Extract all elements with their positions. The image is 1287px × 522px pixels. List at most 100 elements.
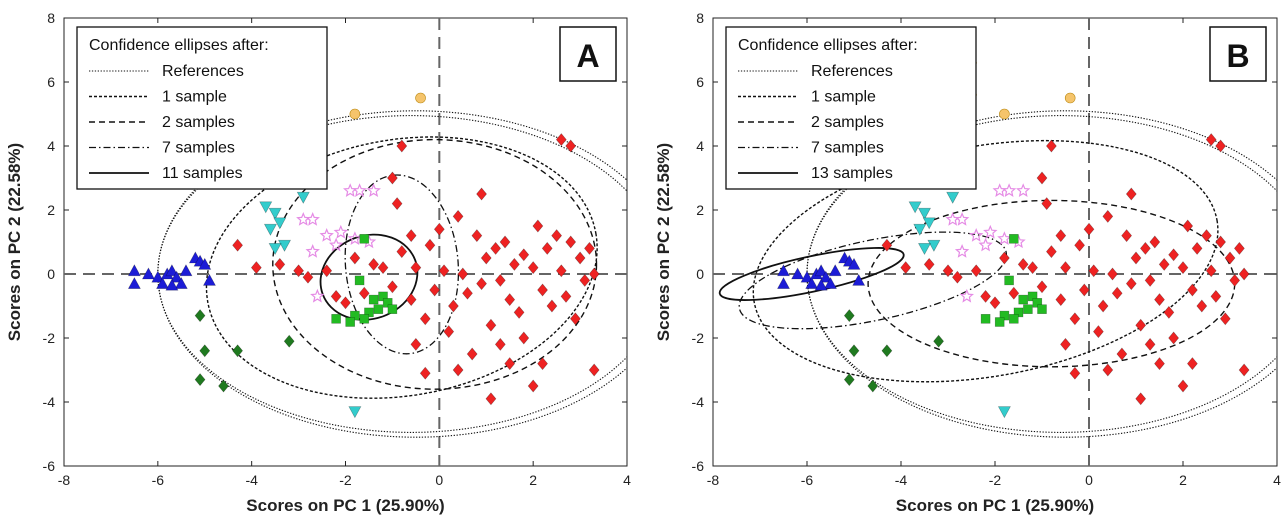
marker-circle	[415, 92, 426, 104]
marker-triangle-up	[852, 273, 866, 286]
marker-diamond	[565, 235, 577, 249]
marker-diamond	[1140, 241, 1151, 255]
marker-diamond	[560, 289, 572, 303]
marker-square	[364, 307, 374, 318]
legend-box	[725, 26, 977, 190]
marker-star	[366, 183, 381, 197]
marker-square	[1008, 313, 1019, 324]
marker-diamond	[232, 238, 243, 252]
marker-triangle-down	[268, 207, 282, 220]
marker-diamond	[999, 251, 1010, 265]
marker-diamond	[410, 261, 422, 275]
marker-triangle-down	[997, 406, 1011, 419]
marker-diamond	[518, 248, 530, 262]
marker-triangle-down	[296, 191, 310, 204]
marker-star	[1001, 183, 1017, 197]
marker-diamond	[330, 289, 342, 303]
marker-diamond	[405, 229, 417, 243]
legend-label: 2 samples	[162, 114, 235, 131]
marker-diamond	[1121, 229, 1132, 243]
legend-label: 2 samples	[811, 114, 884, 131]
marker-diamond	[485, 318, 497, 332]
marker-diamond	[194, 373, 206, 387]
marker-diamond	[499, 235, 511, 249]
marker-diamond	[250, 261, 262, 275]
marker-triangle-up	[800, 270, 814, 283]
marker-square	[1032, 297, 1043, 308]
marker-diamond	[438, 264, 450, 278]
plot-area	[64, 18, 627, 466]
marker-diamond	[293, 264, 304, 278]
marker-triangle-up	[198, 257, 212, 270]
marker-diamond	[843, 373, 855, 387]
marker-square	[378, 291, 388, 302]
marker-diamond	[1036, 171, 1048, 185]
marker-diamond	[1116, 347, 1128, 361]
marker-diamond	[452, 363, 464, 377]
marker-circle	[349, 108, 361, 120]
marker-star	[954, 212, 970, 226]
marker-diamond	[358, 286, 370, 300]
legend-label: 1 sample	[811, 89, 876, 106]
marker-triangle-down	[268, 243, 282, 256]
marker-diamond	[1055, 293, 1067, 307]
marker-diamond	[555, 264, 567, 278]
x-tick-label: -2	[339, 472, 352, 488]
marker-triangle-down	[259, 201, 273, 214]
marker-star	[978, 237, 993, 252]
marker-diamond	[494, 337, 506, 351]
marker-diamond	[509, 257, 520, 271]
marker-triangle-up	[776, 276, 791, 289]
marker-diamond	[1177, 261, 1189, 275]
marker-diamond	[433, 222, 445, 236]
marker-triangle-down	[908, 201, 922, 214]
marker-triangle-up	[165, 264, 179, 277]
y-tick-label: 8	[696, 10, 704, 26]
marker-diamond	[1069, 312, 1081, 326]
y-axis-label: Scores on PC 2 (22.58%)	[5, 143, 24, 341]
marker-diamond	[565, 139, 577, 153]
marker-square	[999, 310, 1010, 321]
marker-star	[352, 183, 367, 197]
marker-diamond	[570, 312, 581, 326]
marker-diamond	[387, 280, 398, 294]
marker-diamond	[448, 299, 459, 313]
marker-diamond	[1135, 392, 1147, 406]
marker-diamond	[584, 241, 595, 255]
marker-diamond	[513, 305, 525, 319]
marker-diamond	[1008, 286, 1020, 300]
marker-diamond	[452, 209, 464, 223]
marker-star	[997, 231, 1012, 245]
marker-diamond	[1017, 257, 1029, 271]
marker-star	[305, 212, 320, 226]
marker-star	[347, 231, 363, 245]
y-tick-label: 8	[47, 10, 55, 26]
marker-star	[319, 228, 334, 242]
marker-diamond	[490, 241, 502, 255]
marker-triangle-down	[922, 217, 936, 230]
y-axis-label: Scores on PC 2 (22.58%)	[654, 143, 673, 341]
marker-diamond	[527, 261, 539, 275]
marker-diamond	[900, 261, 912, 275]
marker-triangle-down	[927, 239, 941, 252]
legend-label: References	[162, 63, 244, 80]
y-tick-label: -2	[692, 330, 705, 346]
marker-triangle-up	[776, 264, 791, 277]
marker-diamond	[532, 219, 544, 233]
marker-diamond	[466, 347, 478, 361]
marker-diamond	[391, 197, 403, 211]
x-tick-label: 4	[1273, 472, 1281, 488]
panel-label-box	[559, 26, 617, 82]
marker-diamond	[1168, 248, 1179, 262]
marker-diamond	[1097, 299, 1109, 313]
legend-label: 1 sample	[162, 89, 227, 106]
marker-triangle-up	[791, 267, 805, 280]
marker-triangle-down	[348, 406, 362, 419]
marker-square	[359, 234, 370, 244]
marker-diamond	[218, 379, 229, 393]
marker-triangle-up	[814, 278, 828, 291]
marker-diamond	[1078, 283, 1090, 297]
y-tick-label: 6	[696, 74, 704, 90]
marker-diamond	[396, 139, 408, 153]
y-tick-label: -2	[43, 330, 56, 346]
